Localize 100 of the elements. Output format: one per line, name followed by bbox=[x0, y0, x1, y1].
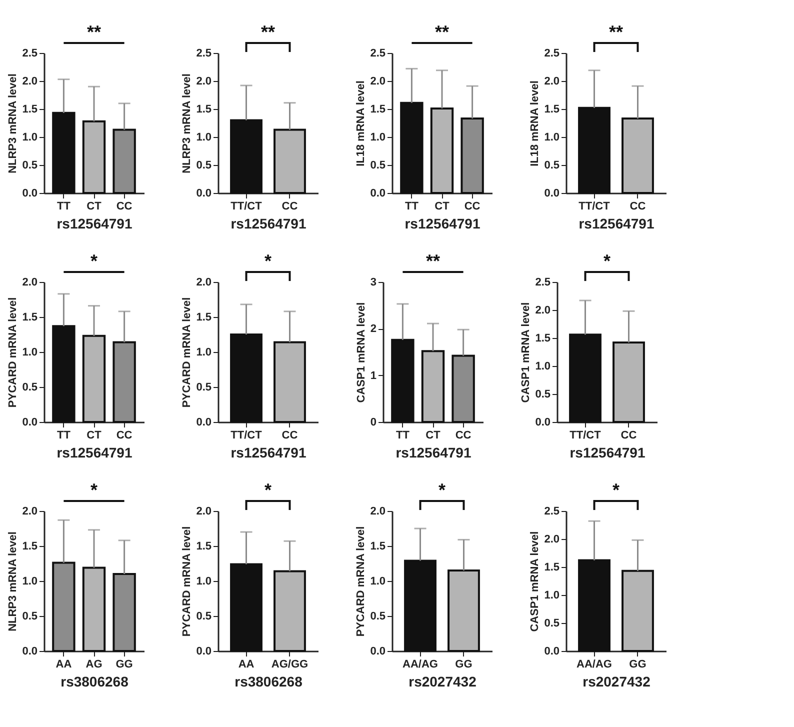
y-tick-label: 0.5 bbox=[22, 382, 38, 394]
y-tick-label: 1.5 bbox=[22, 312, 38, 324]
y-tick-label: 0.5 bbox=[196, 610, 212, 622]
y-tick-label: 1.5 bbox=[370, 104, 386, 116]
text: ** bbox=[434, 22, 450, 42]
y-axis-title: IL18 mRNA level bbox=[355, 80, 368, 166]
y-tick-label: 2.5 bbox=[196, 48, 212, 60]
y-tick-label: 0.0 bbox=[196, 646, 212, 658]
y-tick-label: 0.5 bbox=[544, 160, 560, 172]
y-tick-label: 2.0 bbox=[196, 506, 212, 518]
x-tick-label: GG bbox=[629, 658, 646, 670]
text: ** bbox=[86, 22, 102, 42]
x-tick-label: CT bbox=[434, 200, 450, 212]
y-axis-title: PYCARD mRNA level bbox=[181, 526, 194, 637]
y-tick-label: 2.0 bbox=[544, 76, 560, 88]
y-tick-label: 2.5 bbox=[370, 48, 386, 60]
x-axis-title: rs12564791 bbox=[578, 216, 654, 232]
text: * bbox=[264, 251, 272, 271]
y-tick-label: 1.5 bbox=[370, 540, 386, 552]
x-axis-title: rs12564791 bbox=[56, 444, 132, 460]
x-tick-label: CC bbox=[116, 200, 132, 212]
y-tick-label: 1.5 bbox=[196, 540, 212, 552]
x-axis-title: rs3806268 bbox=[60, 674, 129, 690]
x-axis-title: rs2027432 bbox=[582, 674, 651, 690]
text: ** bbox=[426, 251, 440, 271]
y-tick-label: 1.5 bbox=[196, 104, 212, 116]
text: * bbox=[612, 480, 620, 500]
x-axis-title: rs3806268 bbox=[234, 674, 303, 690]
x-tick-label: CT bbox=[86, 200, 102, 212]
x-tick-label: TT bbox=[396, 430, 410, 442]
y-tick-label: 0.0 bbox=[22, 646, 38, 658]
x-tick-label: CC bbox=[620, 430, 637, 442]
y-tick-label: 0.0 bbox=[370, 646, 386, 658]
text: * bbox=[264, 480, 272, 500]
x-tick-label: AA bbox=[238, 658, 254, 670]
y-tick-label: 0.0 bbox=[196, 188, 212, 200]
y-tick-label: 0.0 bbox=[535, 416, 550, 428]
y-tick-label: 0.5 bbox=[22, 610, 38, 622]
y-axis-title: CASP1 mRNA level bbox=[520, 302, 532, 403]
x-tick-label: TT/CT bbox=[230, 430, 262, 442]
y-tick-label: 2.0 bbox=[535, 304, 550, 316]
y-tick-label: 1.5 bbox=[544, 562, 560, 574]
y-tick-label: 1.0 bbox=[370, 132, 386, 144]
y-tick-label: 0.0 bbox=[22, 416, 38, 428]
y-tick-label: 2.5 bbox=[535, 276, 550, 288]
x-tick-label: AA/AG bbox=[576, 658, 612, 670]
y-axis-title: PYCARD mRNA level bbox=[181, 297, 194, 408]
x-tick-label: TT/CT bbox=[230, 200, 262, 212]
y-tick-label: 0.0 bbox=[544, 646, 560, 658]
y-tick-label: 1.0 bbox=[22, 346, 38, 358]
y-axis-title: NLRP3 mRNA level bbox=[7, 74, 20, 174]
x-tick-label: CC bbox=[282, 430, 298, 442]
y-tick-label: 1.5 bbox=[22, 104, 38, 116]
y-axis-title: IL18 mRNA level bbox=[529, 80, 542, 166]
y-tick-label: 2 bbox=[370, 323, 376, 336]
y-tick-label: 0.5 bbox=[544, 618, 560, 630]
x-tick-label: TT/CT bbox=[570, 430, 602, 442]
y-tick-label: 2.0 bbox=[370, 506, 386, 518]
y-tick-label: 2.0 bbox=[370, 76, 386, 88]
y-tick-label: 1.0 bbox=[196, 132, 212, 144]
y-tick-label: 2.0 bbox=[196, 276, 212, 288]
text: * bbox=[90, 480, 98, 500]
x-tick-label: TT bbox=[56, 200, 71, 212]
x-tick-label: CC bbox=[464, 200, 480, 212]
y-tick-label: 0.0 bbox=[22, 188, 38, 200]
x-axis-title: rs12564791 bbox=[404, 216, 480, 232]
x-axis-title: rs12564791 bbox=[570, 444, 646, 460]
y-axis-title: PYCARD mRNA level bbox=[7, 297, 20, 408]
y-tick-label: 0.0 bbox=[370, 188, 386, 200]
y-tick-label: 1.5 bbox=[535, 332, 550, 344]
x-tick-label: CC bbox=[630, 200, 646, 212]
x-tick-label: CC bbox=[116, 430, 132, 442]
x-tick-label: AA bbox=[56, 658, 72, 670]
y-tick-label: 1 bbox=[370, 370, 376, 382]
y-tick-label: 0.5 bbox=[196, 382, 212, 394]
text: ** bbox=[260, 22, 276, 42]
x-tick-label: AG bbox=[86, 658, 102, 670]
x-tick-label: CT bbox=[426, 430, 441, 442]
y-tick-label: 0.0 bbox=[196, 416, 212, 428]
y-tick-label: 2.0 bbox=[22, 506, 38, 518]
y-tick-label: 2.0 bbox=[196, 76, 212, 88]
x-tick-label: TT/CT bbox=[578, 200, 610, 212]
y-tick-label: 3 bbox=[370, 276, 376, 288]
y-tick-label: 0.5 bbox=[370, 610, 386, 622]
y-tick-label: 1.0 bbox=[370, 576, 386, 588]
x-axis-title: rs12564791 bbox=[396, 444, 472, 460]
y-tick-label: 1.0 bbox=[196, 346, 212, 358]
y-tick-label: 0 bbox=[370, 416, 376, 428]
y-tick-label: 1.0 bbox=[22, 132, 38, 144]
y-tick-label: 0.5 bbox=[22, 160, 38, 172]
y-tick-label: 2.5 bbox=[22, 48, 38, 60]
x-tick-label: CC bbox=[455, 430, 472, 442]
y-tick-label: 1.0 bbox=[196, 576, 212, 588]
y-tick-label: 2.0 bbox=[22, 76, 38, 88]
y-tick-label: 2.0 bbox=[22, 276, 38, 288]
y-axis-title: PYCARD mRNA level bbox=[355, 526, 368, 637]
x-tick-label: CC bbox=[282, 200, 298, 212]
y-axis-title: NLRP3 mRNA level bbox=[7, 532, 20, 632]
x-tick-label: GG bbox=[116, 658, 133, 670]
y-tick-label: 1.0 bbox=[544, 590, 560, 602]
